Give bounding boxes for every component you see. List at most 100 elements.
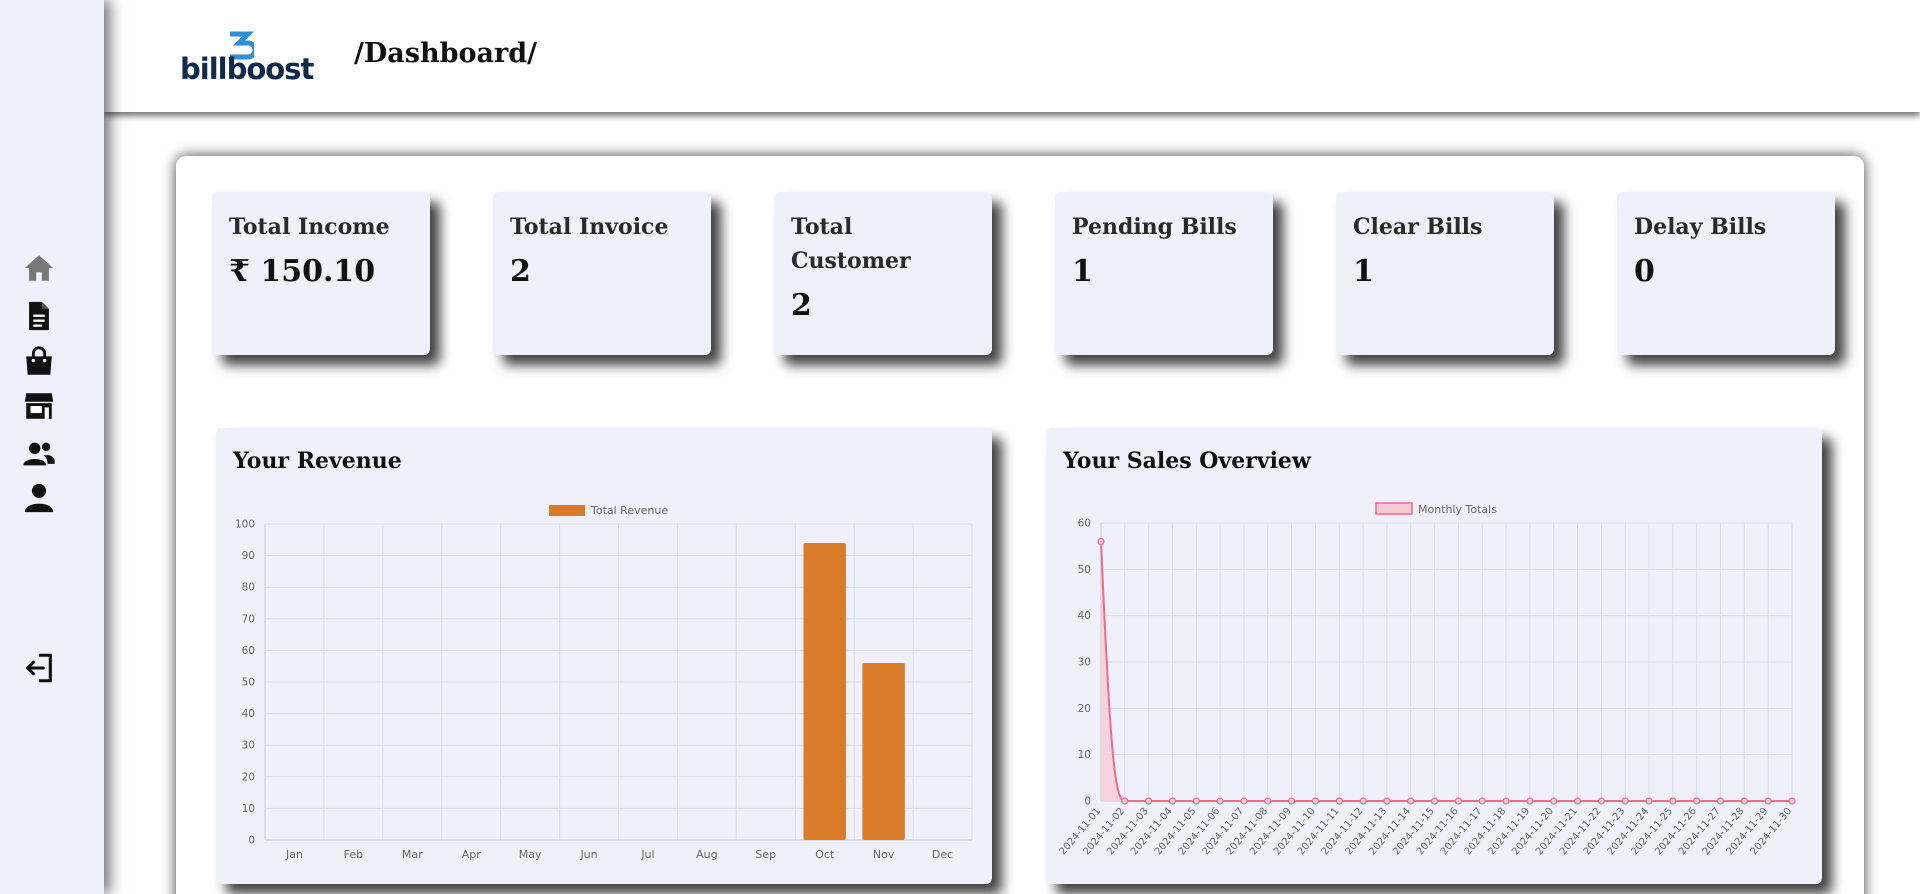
data-point xyxy=(1693,797,1701,805)
revenue-chart-card: 0 10 20 30 40 50 60 70 80 90 100 Jan Feb Mar Apr May Jun… xyxy=(216,428,992,884)
sidebar-item-logout[interactable] xyxy=(20,650,58,686)
y-tick-label: 40 xyxy=(1078,610,1091,622)
x-tick-label: Jun xyxy=(579,848,597,861)
data-point xyxy=(1288,797,1296,805)
data-point xyxy=(1264,797,1272,805)
data-point xyxy=(1502,797,1510,805)
data-point xyxy=(1478,797,1486,805)
data-point xyxy=(1550,797,1558,805)
y-tick-label: 20 xyxy=(1078,703,1091,715)
x-tick-label: May xyxy=(519,848,542,861)
data-point xyxy=(1788,797,1796,805)
stat-value: 2 xyxy=(791,288,812,323)
bar xyxy=(862,663,905,840)
stat-card-total-income: Total Income ₹ 150.10 xyxy=(212,192,430,355)
x-tick-label: Apr xyxy=(462,848,482,861)
y-tick-label: 10 xyxy=(242,803,255,815)
legend-label: Monthly Totals xyxy=(1418,503,1497,516)
data-point xyxy=(1740,797,1748,805)
x-tick-label: Jul xyxy=(640,848,654,861)
x-tick-label: Mar xyxy=(402,848,423,861)
y-tick-label: 10 xyxy=(1078,749,1091,761)
data-point xyxy=(1526,797,1534,805)
y-tick-label: 90 xyxy=(242,550,255,562)
y-tick-label: 50 xyxy=(242,677,255,689)
data-point xyxy=(1407,797,1415,805)
stat-label: Total Customer xyxy=(791,214,911,274)
data-point xyxy=(1621,797,1629,805)
x-tick-label: Sep xyxy=(755,848,776,861)
data-point xyxy=(1669,797,1677,805)
series-line xyxy=(1100,541,1792,802)
y-tick-label: 40 xyxy=(242,708,255,720)
data-point xyxy=(1192,797,1200,805)
x-tick-label: Dec xyxy=(932,848,953,861)
x-tick-label: Aug xyxy=(696,848,717,861)
stat-value: ₹ 150.10 xyxy=(229,254,376,289)
y-tick-label: 80 xyxy=(242,582,255,594)
stat-label: Clear Bills xyxy=(1353,214,1483,240)
data-point xyxy=(1097,537,1105,546)
data-point xyxy=(1121,797,1129,805)
users-icon xyxy=(23,442,55,466)
home-icon xyxy=(24,255,54,281)
stat-value: 1 xyxy=(1353,254,1374,289)
data-point xyxy=(1454,797,1463,805)
stat-value: 0 xyxy=(1634,254,1655,289)
data-point xyxy=(1311,797,1320,805)
y-tick-label: 70 xyxy=(242,613,255,625)
document-icon xyxy=(29,301,49,331)
sidebar-item-store[interactable] xyxy=(20,388,58,424)
sidebar-item-home[interactable] xyxy=(20,250,58,286)
user-icon xyxy=(24,483,54,513)
sidebar-item-customers[interactable] xyxy=(20,436,58,472)
stat-card-clear-bills: Clear Bills 1 xyxy=(1336,192,1554,355)
y-tick-label: 50 xyxy=(1078,564,1091,576)
sales-chart-card: 0 10 20 30 40 50 60 2024-11-01 2024-11-02 2024-11… xyxy=(1046,428,1822,884)
stat-value: 1 xyxy=(1072,254,1093,289)
data-point xyxy=(1335,797,1343,805)
sidebar-item-purchases[interactable] xyxy=(20,344,58,380)
shopping-bag-icon xyxy=(26,346,52,375)
sales-chart-title: Your Sales Overview xyxy=(1063,448,1311,474)
data-point xyxy=(1383,797,1391,805)
stat-card-total-invoice: Total Invoice 2 xyxy=(493,192,711,355)
data-point xyxy=(1573,797,1582,805)
store-icon xyxy=(24,393,54,419)
legend-swatch xyxy=(1375,502,1413,515)
series-area xyxy=(1101,541,1792,801)
y-tick-label: 60 xyxy=(242,645,255,657)
data-point xyxy=(1716,797,1725,805)
data-point xyxy=(1145,797,1153,805)
x-tick-label: Nov xyxy=(873,848,895,861)
data-point xyxy=(1216,797,1224,805)
stat-label: Pending Bills xyxy=(1072,214,1237,240)
sidebar-item-invoices[interactable] xyxy=(20,298,58,334)
data-point xyxy=(1168,797,1177,805)
x-tick-label: Feb xyxy=(344,848,363,861)
stat-card-pending-bills: Pending Bills 1 xyxy=(1055,192,1273,355)
revenue-chart-title: Your Revenue xyxy=(233,448,402,474)
sidebar xyxy=(0,0,104,894)
logo-text: billboost xyxy=(180,52,314,86)
legend-label: Total Revenue xyxy=(590,504,668,517)
y-tick-label: 0 xyxy=(248,835,255,847)
stat-card-total-customer: Total Customer 2 xyxy=(774,192,992,355)
legend-swatch xyxy=(549,505,585,516)
y-tick-label: 60 xyxy=(1078,518,1091,530)
dashboard-panel: Total Income ₹ 150.10 Total Invoice 2 To… xyxy=(176,156,1864,894)
stat-label: Total Income xyxy=(229,214,390,240)
app-logo[interactable]: billboost xyxy=(180,30,314,86)
stat-label: Delay Bills xyxy=(1634,214,1767,240)
x-tick-label: Oct xyxy=(815,848,835,861)
y-tick-label: 20 xyxy=(242,771,255,783)
data-point xyxy=(1240,797,1248,805)
stat-card-delay-bills: Delay Bills 0 xyxy=(1617,192,1835,355)
stat-value: 2 xyxy=(510,254,531,289)
stat-label: Total Invoice xyxy=(510,214,669,240)
data-point xyxy=(1430,797,1439,805)
logo-mark-icon xyxy=(230,31,254,60)
sidebar-item-profile[interactable] xyxy=(20,480,58,516)
page-title: /Dashboard/ xyxy=(354,38,537,69)
bar xyxy=(803,542,846,840)
